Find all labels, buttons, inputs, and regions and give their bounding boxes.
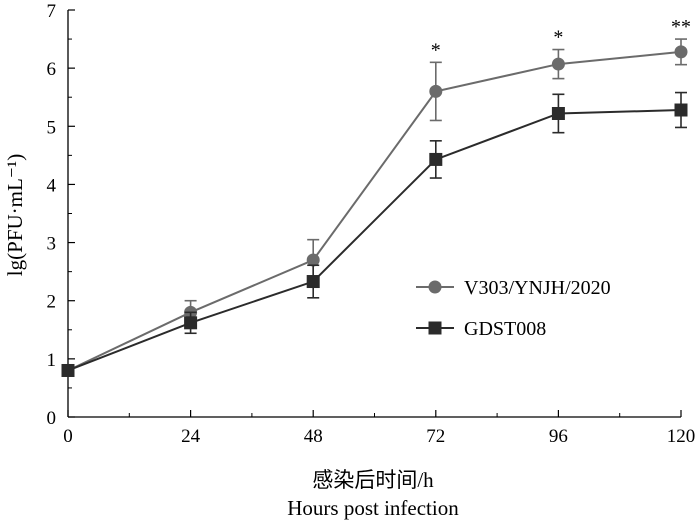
y-tick-label: 4 — [47, 175, 57, 196]
legend-marker-v303 — [428, 280, 442, 294]
data-point — [429, 152, 443, 166]
data-point — [61, 363, 75, 377]
y-tick-label: 7 — [47, 1, 57, 22]
x-tick-label: 48 — [304, 426, 323, 447]
significance-mark: ** — [671, 16, 691, 38]
axes: 0 1 2 3 4 5 6 7 0 24 48 72 96 120 — [47, 1, 696, 447]
x-tick-label: 96 — [549, 426, 568, 447]
significance-mark: * — [553, 27, 563, 49]
x-tick-label: 24 — [181, 426, 201, 447]
x-axis-subtitle: Hours post infection — [287, 496, 459, 520]
x-tick-label: 120 — [667, 426, 696, 447]
x-tick-label: 72 — [426, 426, 445, 447]
data-point — [674, 103, 688, 117]
annotations: ** ** — [431, 16, 691, 61]
legend-label-gdst008: GDST008 — [464, 318, 546, 340]
y-tick-label: 0 — [47, 408, 57, 429]
x-tick-label: 0 — [63, 426, 73, 447]
legend: V303/YNJH/2020 GDST008 — [416, 277, 611, 340]
series-v303 — [61, 38, 688, 377]
x-axis-title: 感染后时间/h — [312, 468, 434, 492]
data-point — [551, 57, 565, 71]
y-tick-label: 1 — [47, 350, 57, 371]
y-tick-label: 2 — [47, 292, 57, 313]
data-point — [184, 316, 198, 330]
y-tick-label: 5 — [47, 117, 57, 138]
data-point — [674, 45, 688, 59]
data-point — [429, 84, 443, 98]
y-tick-label: 6 — [47, 59, 57, 80]
data-point — [306, 253, 320, 267]
y-tick-label: 3 — [47, 234, 57, 255]
data-point — [306, 275, 320, 289]
series-line — [67, 109, 682, 372]
legend-marker-gdst008 — [428, 321, 442, 335]
significance-mark: * — [431, 39, 441, 61]
legend-label-v303: V303/YNJH/2020 — [464, 277, 611, 299]
data-point — [551, 106, 565, 120]
series-layer — [61, 38, 688, 377]
series-line — [67, 50, 682, 372]
y-axis-title: lg(PFU·mL⁻¹) — [3, 154, 27, 276]
series-gdst008 — [61, 91, 688, 377]
